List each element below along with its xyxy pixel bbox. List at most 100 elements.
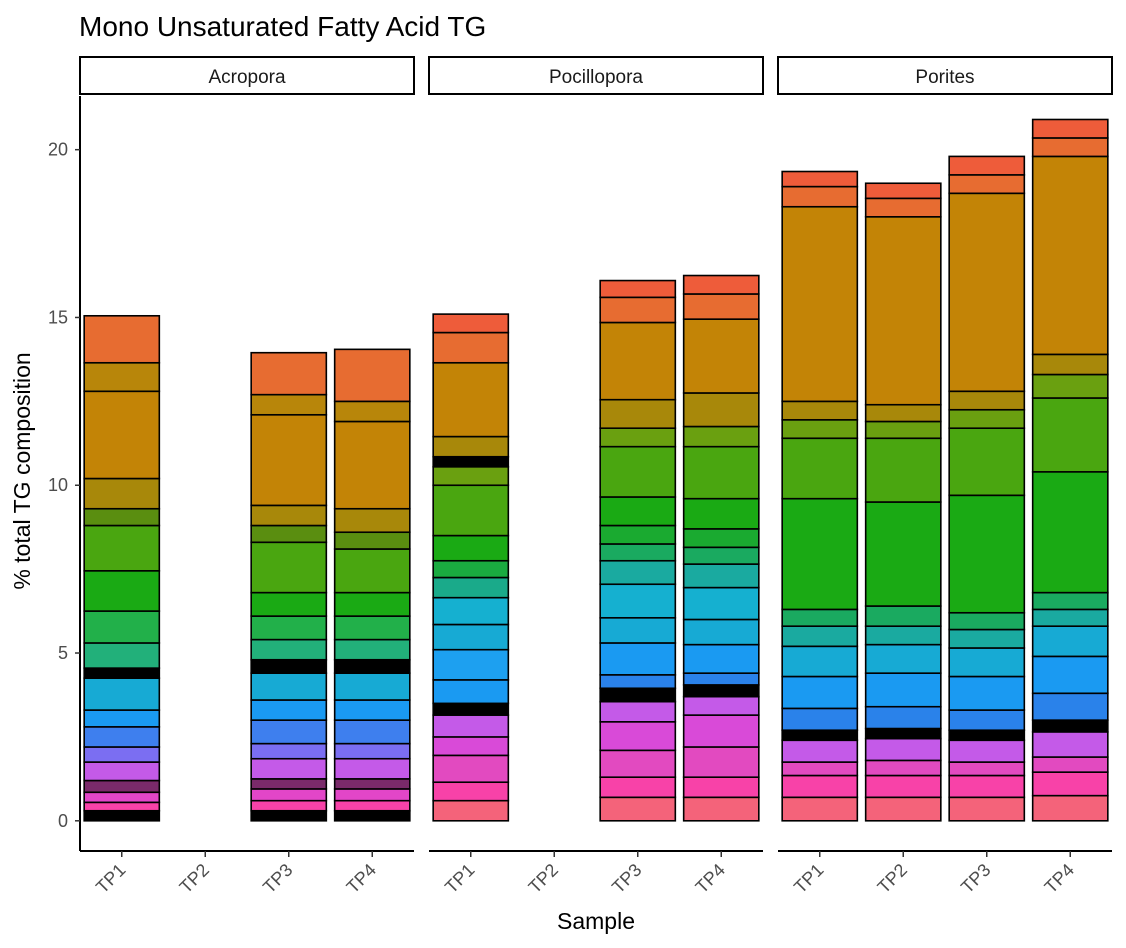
bar-segment (948, 390, 1026, 411)
bar-segment (781, 608, 859, 627)
bar-segment (781, 625, 859, 648)
bar-segment (432, 361, 510, 438)
bar-segment (250, 504, 328, 527)
bar-segment (948, 739, 1026, 763)
bar-segment (781, 400, 859, 421)
bar-segment (1031, 692, 1109, 721)
bar-segment (781, 729, 859, 742)
bar-segment (83, 726, 161, 748)
bar-segment (599, 642, 677, 676)
bar-segment (1031, 719, 1109, 733)
bar-segment (682, 684, 760, 698)
bar-segment (864, 774, 942, 799)
bar-segment (333, 788, 411, 802)
bar-segment (83, 801, 161, 812)
bar-segment (948, 761, 1026, 777)
bar-segment (682, 546, 760, 565)
bar-segment (83, 570, 161, 612)
bar-segment (333, 799, 411, 812)
bar-segment (948, 774, 1026, 799)
bar-segment (682, 274, 760, 295)
bar-segment (781, 437, 859, 500)
bar-segment (599, 524, 677, 545)
bar-segment (333, 507, 411, 534)
bar-segment (333, 778, 411, 790)
bar-segment (948, 796, 1026, 822)
bar-segment (682, 714, 760, 748)
bar-segment (83, 809, 161, 822)
bar-segment (83, 746, 161, 763)
bar-segment (83, 390, 161, 480)
bar-segment (781, 761, 859, 777)
bar-segment (948, 647, 1026, 678)
x-tick-label: TP2 (176, 860, 213, 897)
bar-segment (83, 477, 161, 510)
bar-segment (781, 185, 859, 208)
bar-segment (432, 781, 510, 802)
bar-segment (432, 559, 510, 579)
bar-segment (781, 707, 859, 732)
bar-segment (781, 675, 859, 710)
bar-segment (432, 465, 510, 487)
bar-segment (432, 534, 510, 562)
bar-segment (250, 672, 328, 701)
bar-segment (432, 484, 510, 537)
bar-segment (599, 543, 677, 562)
bar-segment (599, 583, 677, 619)
bar-segment (948, 611, 1026, 631)
bar-segment (781, 796, 859, 822)
bar-segment (682, 445, 760, 500)
bar-segment (250, 393, 328, 416)
bar-segment (682, 695, 760, 716)
x-tick-label: TP2 (525, 860, 562, 897)
bar-segment (948, 192, 1026, 393)
bar-segment (432, 714, 510, 738)
y-tick-label: 5 (58, 643, 68, 663)
bar-segment (333, 615, 411, 641)
bar-segment (250, 742, 328, 760)
bar-segment (864, 643, 942, 674)
x-tick-label: TP1 (92, 860, 129, 897)
y-tick-label: 0 (58, 811, 68, 831)
bar-segment (599, 321, 677, 401)
bar-segment (864, 501, 942, 607)
bar-segment (599, 721, 677, 752)
bar-segment (864, 403, 942, 423)
bar-segment (682, 425, 760, 448)
bar-segment (250, 778, 328, 790)
bar-segment (948, 427, 1026, 497)
bar-segment (1031, 353, 1109, 376)
x-tick-label: TP4 (343, 860, 380, 897)
bar-segment (432, 736, 510, 757)
bar-segment (83, 709, 161, 728)
bar-segment (599, 445, 677, 498)
bar-segment (1031, 608, 1109, 627)
x-tick-label: TP3 (957, 860, 994, 897)
bar-segment (250, 809, 328, 822)
bar-segment (83, 667, 161, 679)
bar-segment (432, 702, 510, 716)
bar-segment (83, 524, 161, 572)
bar-segment (682, 293, 760, 320)
x-axis-title: Sample (557, 908, 635, 934)
bar-segment (1031, 373, 1109, 399)
bar-segment (83, 791, 161, 804)
bar-segment (864, 705, 942, 730)
bar-segment (599, 496, 677, 527)
bar-segment (250, 788, 328, 802)
bar-segment (682, 586, 760, 621)
bar-segment (864, 625, 942, 646)
bar-segment (333, 400, 411, 423)
bar-segment (333, 672, 411, 701)
bar-segment (333, 531, 411, 550)
bar-segment (83, 507, 161, 527)
bar-segment (599, 700, 677, 723)
y-tick-label: 20 (48, 140, 68, 160)
bar-segment (682, 776, 760, 799)
bar-segment (250, 757, 328, 780)
bar-segment (250, 658, 328, 674)
bar-segment (83, 642, 161, 669)
bar-segment (781, 170, 859, 188)
facet-strip-label: Acropora (208, 67, 286, 88)
bar-segment (781, 739, 859, 763)
